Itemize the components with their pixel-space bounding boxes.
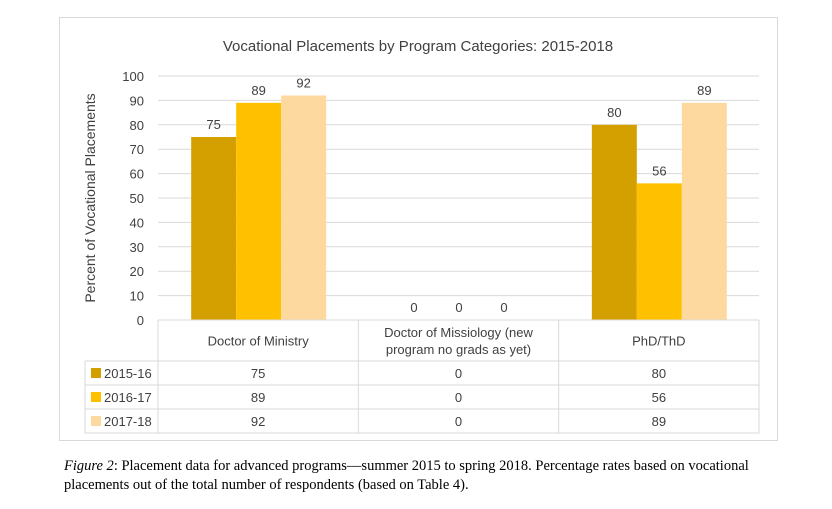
bar <box>236 102 282 320</box>
legend-label: 2015-16 <box>104 366 152 381</box>
table-cell: 0 <box>455 414 462 429</box>
y-axis-label: Percent of Vocational Placements <box>82 93 98 302</box>
data-label: 89 <box>251 83 265 98</box>
table-cell: 80 <box>652 366 666 381</box>
chart-title: Vocational Placements by Program Categor… <box>223 38 613 55</box>
legend-swatch <box>91 368 101 378</box>
table-cell: 75 <box>251 366 265 381</box>
bar <box>591 124 637 320</box>
y-tick-label: 40 <box>130 215 144 230</box>
legend-swatch <box>91 416 101 426</box>
x-category-label: PhD/ThD <box>632 334 685 349</box>
x-category-label: Doctor of Missiology (new <box>384 325 533 340</box>
table-cell: 0 <box>455 390 462 405</box>
table-cell: 56 <box>652 390 666 405</box>
y-tick-label: 20 <box>130 264 144 279</box>
data-label: 0 <box>500 300 507 315</box>
figure-caption: Figure 2: Placement data for advanced pr… <box>64 457 804 495</box>
y-tick-label: 100 <box>122 69 144 84</box>
data-label: 80 <box>607 105 621 120</box>
y-tick-label: 0 <box>137 313 144 328</box>
data-label: 56 <box>652 163 666 178</box>
data-label: 89 <box>697 83 711 98</box>
legend-label: 2016-17 <box>104 390 152 405</box>
chart-svg: Vocational Placements by Program Categor… <box>82 38 760 434</box>
data-label: 0 <box>455 300 462 315</box>
y-tick-label: 30 <box>130 240 144 255</box>
y-tick-label: 60 <box>130 167 144 182</box>
x-category-label: Doctor of Ministry <box>208 334 310 349</box>
y-tick-label: 50 <box>130 191 144 206</box>
x-category-label: program no grads as yet) <box>386 342 531 357</box>
table-cell: 89 <box>251 390 265 405</box>
table-cell: 92 <box>251 414 265 429</box>
data-label: 92 <box>296 76 310 91</box>
bar <box>191 137 237 320</box>
legend-label: 2017-18 <box>104 414 152 429</box>
data-label: 75 <box>206 117 220 132</box>
y-tick-label: 70 <box>130 142 144 157</box>
y-tick-label: 10 <box>130 289 144 304</box>
table-cell: 0 <box>455 366 462 381</box>
y-tick-label: 90 <box>130 93 144 108</box>
table-cell: 89 <box>652 414 666 429</box>
data-label: 0 <box>410 300 417 315</box>
bar <box>681 102 727 320</box>
caption-label: Figure 2 <box>64 458 114 474</box>
legend-swatch <box>91 392 101 402</box>
chart-frame <box>59 17 778 441</box>
caption-text: : Placement data for advanced programs—s… <box>64 458 749 493</box>
bar <box>636 183 682 320</box>
y-tick-label: 80 <box>130 118 144 133</box>
bar <box>281 95 327 321</box>
